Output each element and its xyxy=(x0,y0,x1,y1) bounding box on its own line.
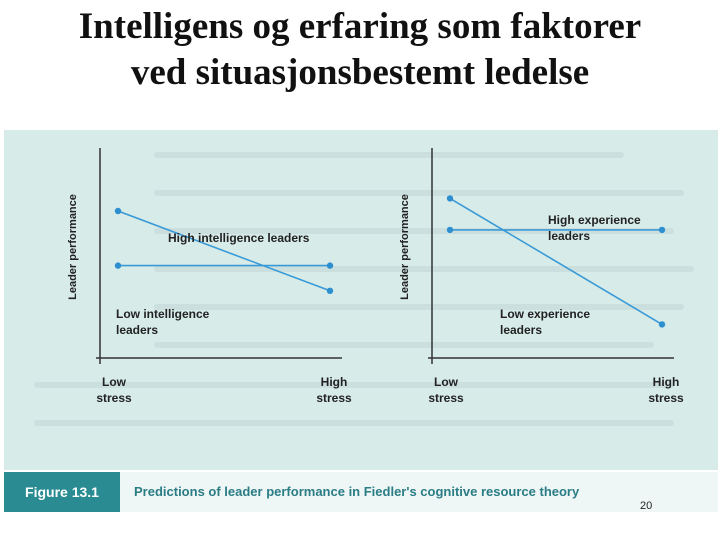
chart-1-x-tick-label-2: High xyxy=(321,375,348,389)
chart-2-series-2-label-line-2: leaders xyxy=(500,323,542,337)
slide-title-line-1: Intelligens og erfaring som faktorer xyxy=(78,6,642,47)
chart-2-x-tick-label-1-line-2: stress xyxy=(428,391,464,405)
chart-1-y-axis-label: Leader performance xyxy=(67,194,79,300)
chart-2-series-2-point-1 xyxy=(446,195,454,202)
slide-title: Intelligens og erfaring som faktorer ved… xyxy=(0,4,720,96)
figure-caption: Predictions of leader performance in Fie… xyxy=(134,484,580,499)
chart-2-series-1-label-line-2: leaders xyxy=(548,229,590,243)
chart-2-series-2-point-2 xyxy=(658,321,666,328)
chart-1-series-2-point-2 xyxy=(326,262,334,269)
slide-title-line-2: ved situasjonsbestemt ledelse xyxy=(130,52,590,93)
charts-canvas: Leader performance Low stress High stress Hig… xyxy=(67,148,684,405)
figure-label: Figure 13.1 xyxy=(4,472,120,512)
chart-1-series-2-label: Low intelligence xyxy=(116,307,210,321)
chart-1-x-tick-label-2-line-2: stress xyxy=(316,391,352,405)
chart-1-series-1-label: High intelligence leaders xyxy=(168,231,310,245)
chart-1-series-1-point-1 xyxy=(114,207,122,215)
chart-2-x-tick-label-2-line-2: stress xyxy=(648,391,684,405)
chart-1-x-tick-label-1-line-2: stress xyxy=(96,391,132,405)
chart-2-x-tick-label-2: High xyxy=(653,375,680,389)
figure-panel: Leader performance Low stress High stress Hig… xyxy=(4,130,718,470)
chart-1-series-1-point-2 xyxy=(326,287,334,294)
chart-2-series-1-label: High experience xyxy=(548,213,641,227)
chart-2-series-2-line xyxy=(449,197,663,326)
page-number: 20 xyxy=(640,500,653,512)
figure-caption-bar: Figure 13.1 Predictions of leader perfor… xyxy=(4,472,718,512)
chart-2-series-1-point-1 xyxy=(446,226,454,234)
chart-2-x-tick-label-1: Low xyxy=(434,375,459,389)
chart-2-series-2-label: Low experience xyxy=(500,307,590,321)
chart-1-series-2-point-1 xyxy=(114,262,122,269)
chart-2-series-1-point-2 xyxy=(658,226,666,234)
chart-1-x-tick-label-1: Low xyxy=(102,375,127,389)
chart-1-series-1-line xyxy=(117,210,331,292)
chart-1-series-2-label-line-2: leaders xyxy=(116,323,158,337)
chart-2-y-axis-label: Leader performance xyxy=(399,194,411,300)
